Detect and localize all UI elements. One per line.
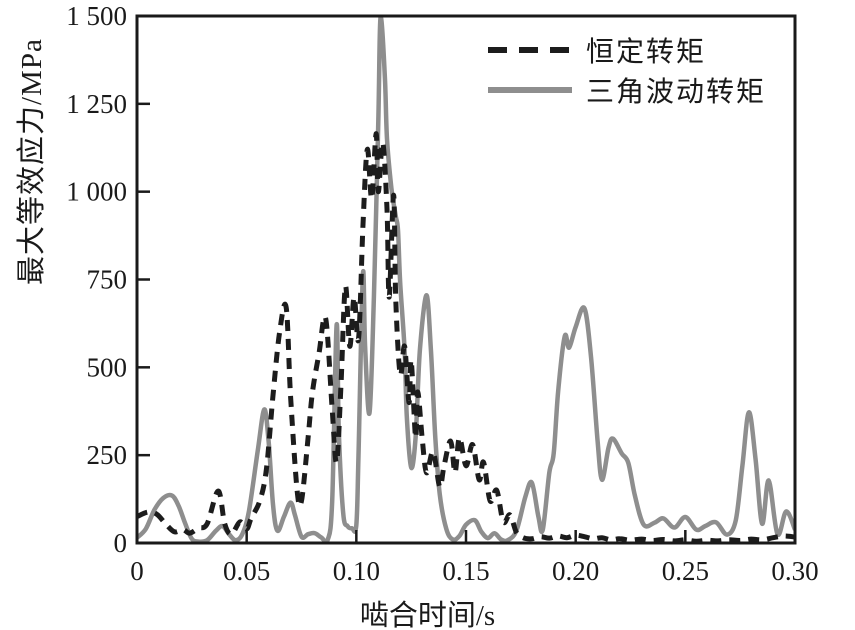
- legend-label: 恒定转矩: [586, 37, 707, 68]
- y-tick-label: 1 250: [66, 89, 127, 119]
- x-tick-label: 0.20: [552, 556, 599, 586]
- legend-label: 三角波动转矩: [586, 77, 767, 108]
- dashed-line-sample-icon: [488, 47, 572, 53]
- x-tick-label: 0.30: [771, 556, 818, 586]
- x-tick-label: 0: [130, 556, 144, 586]
- x-tick-label: 0.05: [223, 556, 270, 586]
- chart-legend: 恒定转矩 三角波动转矩: [488, 30, 766, 110]
- y-axis-title: 最大等效应力/MPa: [16, 38, 48, 285]
- x-tick-label: 0.15: [442, 556, 489, 586]
- series-curve-constant-torque: [137, 131, 795, 543]
- y-tick-label: 250: [87, 440, 128, 470]
- y-tick-label: 1 500: [66, 1, 127, 31]
- legend-item-constant-torque: 恒定转矩: [488, 30, 766, 70]
- solid-line-sample-icon: [488, 87, 572, 93]
- y-tick-label: 500: [87, 352, 128, 382]
- y-tick-label: 0: [114, 528, 128, 558]
- y-tick-label: 1 000: [66, 177, 127, 207]
- x-tick-label: 0.10: [333, 556, 380, 586]
- legend-item-triangular-torque: 三角波动转矩: [488, 70, 766, 110]
- y-tick-label: 750: [87, 265, 128, 295]
- x-axis-title: 啮合时间/s: [359, 600, 496, 630]
- x-tick-label: 0.25: [662, 556, 709, 586]
